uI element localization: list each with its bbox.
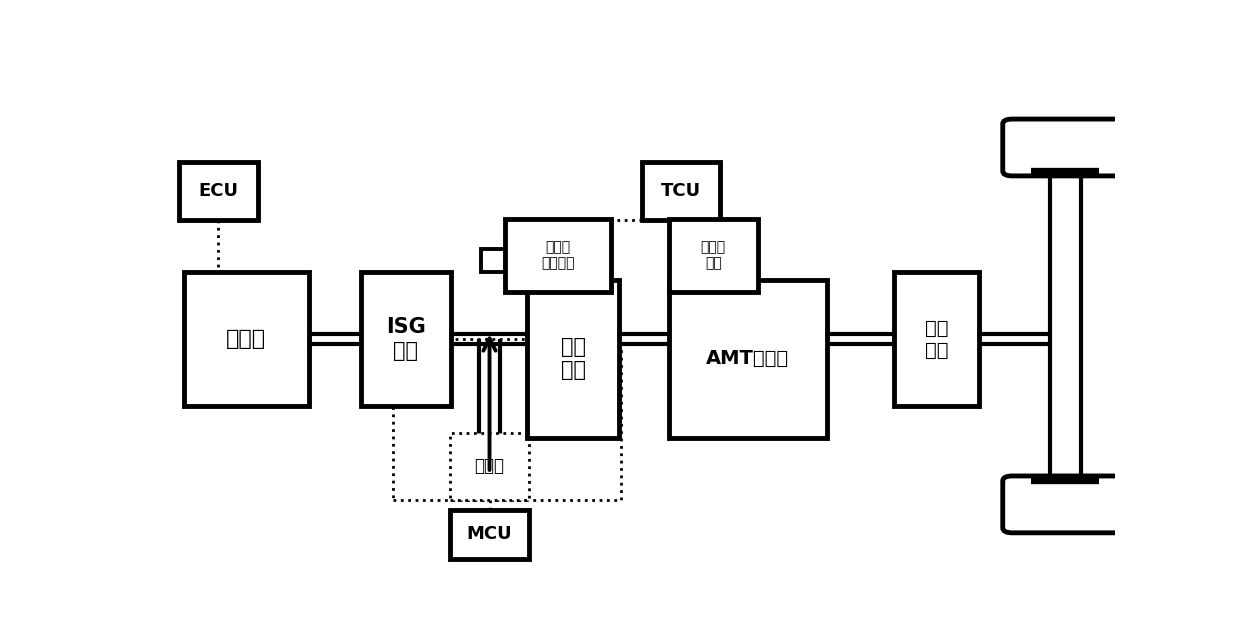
Bar	[528, 280, 618, 438]
Bar	[362, 272, 451, 406]
Bar	[669, 280, 828, 438]
Bar	[393, 339, 621, 499]
Bar	[450, 510, 529, 559]
Text: AMT变速箱: AMT变速箱	[706, 349, 789, 369]
Text: 离合器: 离合器	[475, 457, 504, 475]
Text: ISG
电机: ISG 电机	[387, 317, 426, 361]
Text: 离合器
执行机构: 离合器 执行机构	[541, 240, 575, 270]
Text: ECU: ECU	[198, 182, 238, 200]
Bar	[895, 272, 979, 406]
Bar	[183, 272, 309, 406]
Text: MCU: MCU	[467, 525, 512, 543]
Bar	[642, 162, 720, 220]
FancyBboxPatch shape	[1002, 476, 1127, 533]
FancyBboxPatch shape	[1002, 119, 1127, 176]
Bar	[450, 433, 529, 499]
Bar	[178, 162, 258, 220]
Text: 主减
速器: 主减 速器	[924, 318, 948, 360]
Text: 驱动
电机: 驱动 电机	[560, 337, 586, 381]
Text: TCU: TCU	[662, 182, 701, 200]
Bar	[481, 248, 506, 272]
Bar	[506, 219, 611, 292]
Text: 选换挡
机构: 选换挡 机构	[701, 240, 726, 270]
Text: 发动机: 发动机	[225, 329, 266, 349]
Bar	[669, 219, 758, 292]
